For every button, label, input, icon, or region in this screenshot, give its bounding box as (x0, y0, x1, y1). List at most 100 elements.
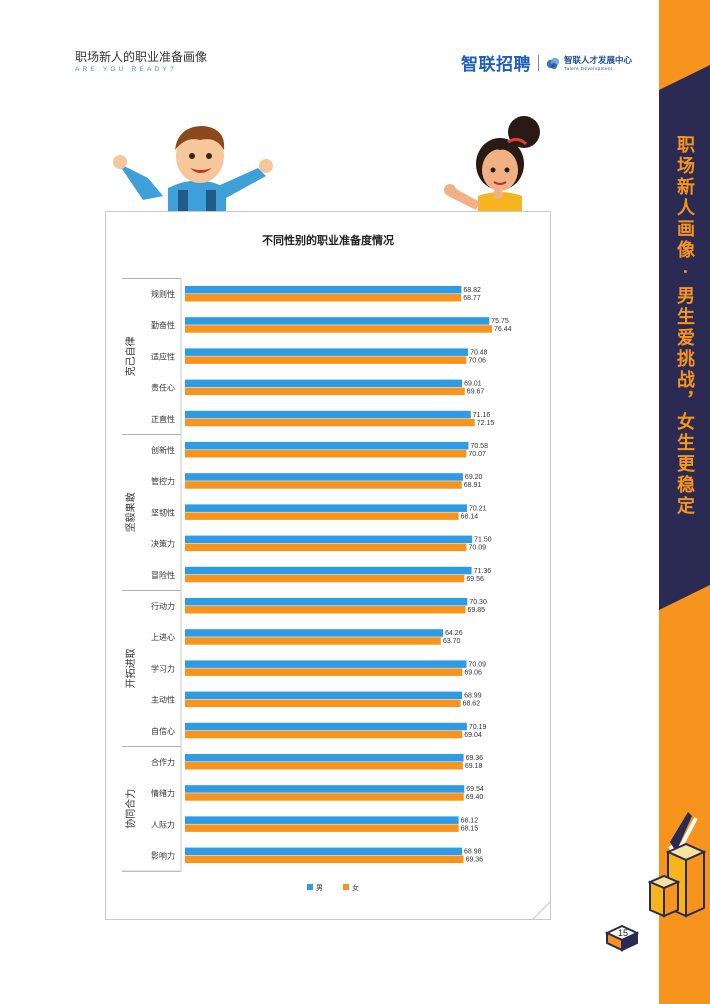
male-bar (185, 691, 463, 700)
female-bar (185, 543, 467, 552)
group-label: 开拓进取 (125, 648, 137, 688)
female-value-label: 69.40 (466, 794, 484, 801)
male-value-label: 68.98 (464, 849, 482, 856)
male-bar (185, 785, 465, 793)
female-bar (185, 855, 464, 864)
female-bar (185, 824, 459, 832)
female-bar (185, 730, 463, 739)
category-label: 创新性 (151, 445, 175, 455)
male-bar (185, 598, 468, 606)
category-label: 冒险性 (151, 570, 175, 580)
female-value-label: 68.91 (464, 482, 482, 489)
zhaopin-logo: 智联招聘 (461, 55, 531, 74)
female-bar (185, 699, 461, 708)
female-value-label: 69.04 (464, 732, 482, 739)
male-value-label: 68.99 (464, 693, 482, 700)
category-label: 自信心 (151, 726, 175, 736)
female-value-label: 63.70 (443, 638, 461, 645)
female-value-label: 69.67 (467, 389, 485, 396)
female-value-label: 70.06 (468, 357, 486, 364)
chart-title: 不同性别的职业准备度情况 (262, 233, 394, 247)
brand-logos: 智联招聘 智联人才发展中心 Talent Development (461, 50, 632, 75)
side-banner-text: 职场新人画像 · 男生爱挑战，女生更稳定 (675, 135, 695, 517)
legend-female-label: 女 (352, 883, 359, 892)
category-label: 适应性 (151, 351, 175, 361)
female-value-label: 69.36 (466, 857, 484, 864)
female-bar (185, 762, 463, 770)
male-value-label: 68.12 (461, 817, 479, 824)
group-label: 协同合力 (124, 789, 137, 829)
female-bar (185, 356, 467, 364)
category-label: 主动性 (151, 695, 175, 705)
category-label: 勤奋性 (151, 320, 175, 330)
legend-male-label: 男 (316, 884, 323, 892)
category-label: 管控力 (151, 476, 175, 486)
female-bar (185, 606, 466, 614)
male-value-label: 69.54 (466, 786, 484, 793)
category-label: 规则性 (151, 289, 175, 299)
female-bar (185, 450, 467, 458)
trophy-illustration (647, 812, 707, 918)
female-value-label: 76.44 (494, 326, 512, 333)
male-bar (185, 286, 462, 294)
category-label: 上进心 (151, 633, 175, 642)
male-bar (185, 379, 463, 388)
category-label: 行动力 (151, 601, 175, 611)
female-bar (185, 793, 464, 801)
male-bar (185, 504, 467, 512)
talent-center-name-en: Talent Development (564, 66, 613, 71)
male-value-label: 69.36 (466, 755, 484, 762)
male-bar (185, 847, 463, 856)
female-value-label: 69.56 (466, 576, 484, 583)
female-bar (185, 637, 441, 645)
male-value-label: 70.30 (469, 599, 487, 606)
male-bar (185, 722, 467, 731)
female-value-label: 70.07 (468, 451, 486, 458)
female-bar (185, 574, 465, 583)
male-bar (185, 754, 464, 762)
talent-center-logo: 智联人才发展中心 Talent Development (564, 54, 632, 71)
side-band-shape (659, 65, 710, 610)
male-bar (185, 410, 471, 419)
male-bar (185, 816, 459, 824)
male-value-label: 75.75 (491, 318, 509, 325)
male-bar (185, 442, 469, 450)
female-value-label: 68.15 (461, 825, 479, 832)
female-bar (185, 418, 475, 427)
female-bar (185, 294, 462, 302)
female-bar (185, 512, 459, 520)
female-value-label: 68.14 (461, 513, 479, 520)
male-value-label: 69.20 (465, 474, 483, 481)
male-value-label: 69.01 (464, 381, 482, 388)
male-value-label: 71.36 (474, 568, 492, 575)
male-value-label: 70.21 (469, 505, 487, 512)
female-bar (185, 325, 492, 333)
male-bar (185, 660, 467, 668)
female-value-label: 69.18 (465, 763, 483, 770)
boy-illustration (113, 126, 273, 218)
legend-male-swatch (307, 884, 313, 890)
category-label: 情绪力 (151, 788, 175, 798)
female-value-label: 68.62 (463, 701, 481, 708)
girl-illustration (444, 116, 540, 217)
chart-card: 不同性别的职业准备度情况 规则性 68.82 68.77 勤奋性 75.75 76.44 适… (105, 211, 551, 920)
female-value-label: 70.09 (468, 545, 486, 552)
female-value-label: 69.06 (464, 669, 482, 676)
male-bar (185, 348, 469, 356)
group-label: 坚毅果敢 (124, 492, 137, 532)
female-bar (185, 481, 462, 489)
category-label: 学习力 (151, 663, 175, 673)
male-bar (185, 629, 444, 637)
male-bar (185, 535, 473, 544)
category-label: 坚韧性 (151, 507, 175, 517)
category-label: 责任心 (151, 383, 175, 393)
page-header-title: 职场新人的职业准备画像 (75, 50, 208, 64)
male-value-label: 68.82 (463, 287, 481, 294)
male-value-label: 70.48 (470, 349, 488, 356)
page-header-subtitle: ARE YOU READY? (75, 66, 177, 73)
talent-center-name: 智联人才发展中心 (564, 55, 633, 65)
male-value-label: 70.09 (468, 661, 486, 668)
legend-female-swatch (343, 884, 349, 890)
male-bar (185, 473, 463, 481)
